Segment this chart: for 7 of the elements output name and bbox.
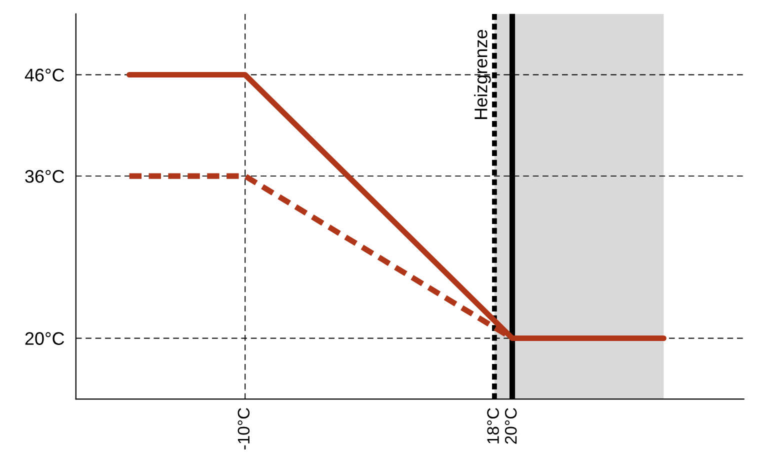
x-tick-label: 20°C — [504, 408, 517, 444]
y-tick-label: 46°C — [24, 68, 64, 82]
y-tick-label: 36°C — [25, 170, 64, 183]
x-tick-label: 18°C — [487, 408, 499, 444]
y-tick-label: 20°C — [25, 332, 64, 345]
x-tick-label: -10°C — [238, 408, 250, 450]
ref-line-label: Heizgrenze — [474, 30, 491, 119]
